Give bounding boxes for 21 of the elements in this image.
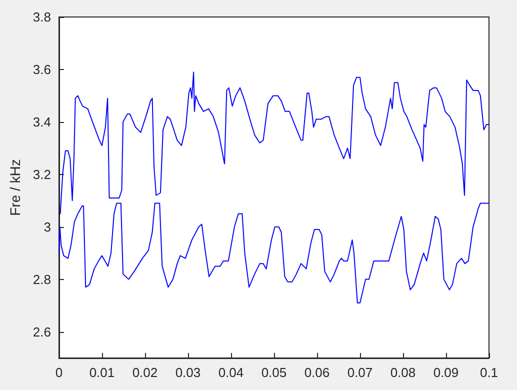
x-tick-label: 0.09 — [433, 365, 459, 380]
x-tick-label: 0.03 — [175, 365, 201, 380]
y-tick-label: 2.6 — [32, 324, 51, 340]
x-tick-label: 0.02 — [132, 365, 158, 380]
line-series — [60, 72, 490, 214]
y-tick-label: 2.8 — [32, 272, 51, 287]
y-tick-label: 3.4 — [32, 114, 51, 130]
y-tick-label: 3 — [44, 219, 51, 234]
y-axis-title: Fre / kHz — [7, 159, 23, 216]
y-tick-label: 3.6 — [32, 62, 51, 77]
y-tick-label: 3.8 — [32, 10, 51, 24]
x-tick-label: 0.04 — [218, 365, 244, 380]
x-tick-label: 0.07 — [347, 365, 373, 380]
x-tick-label: 0.05 — [261, 365, 287, 380]
x-tick-label: 0.06 — [304, 365, 330, 380]
x-tick-label: 0.01 — [89, 365, 115, 380]
x-tick-label: 0.08 — [390, 365, 416, 380]
x-tick-label: 0.1 — [480, 365, 498, 380]
x-tick-label: 0 — [55, 365, 63, 380]
y-tick-label: 3.2 — [32, 166, 51, 182]
line-series — [58, 202, 490, 304]
